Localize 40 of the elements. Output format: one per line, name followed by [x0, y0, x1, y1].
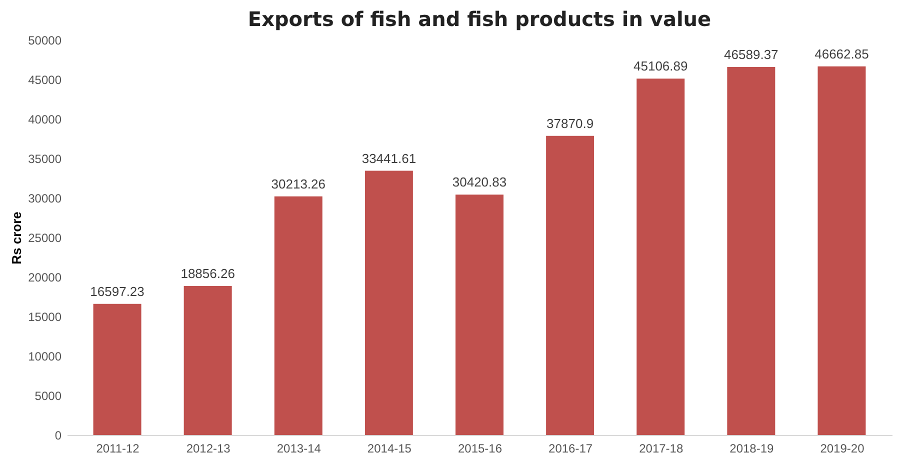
bar	[184, 286, 232, 435]
data-label: 33441.61	[362, 150, 416, 166]
bar	[546, 136, 594, 435]
y-tick-label: 20000	[28, 270, 62, 284]
bar	[636, 78, 685, 435]
data-label: 45106.89	[633, 58, 688, 74]
y-tick-label: 50000	[28, 34, 62, 48]
y-axis-title: Rs crore	[9, 212, 24, 264]
y-tick-label: 15000	[28, 310, 62, 324]
y-tick-label: 25000	[28, 231, 62, 245]
y-tick-label: 10000	[28, 350, 62, 364]
y-tick-label: 0	[54, 428, 62, 442]
y-tick-label: 40000	[28, 112, 62, 126]
data-label: 18856.26	[180, 266, 235, 282]
data-label: 46589.37	[724, 46, 778, 62]
data-label: 46662.85	[814, 46, 869, 62]
data-label: 30213.26	[271, 176, 326, 192]
data-label: 37870.9	[546, 116, 594, 131]
bar	[456, 194, 504, 435]
y-tick-label: 45000	[28, 73, 62, 87]
y-tick-label: 5000	[34, 389, 62, 403]
x-tick-label: 2012-13	[186, 442, 231, 456]
x-tick-label: 2016-17	[548, 442, 593, 456]
y-tick-label: 30000	[28, 192, 62, 206]
bar	[727, 66, 776, 435]
x-tick-label: 2015-16	[458, 442, 502, 456]
bar	[364, 170, 413, 435]
chart-title: Exports of fish and fish products in value	[248, 7, 712, 31]
x-tick-label: 2013-14	[276, 442, 322, 456]
x-tick-label: 2011-12	[96, 442, 140, 456]
x-tick-label: 2014-15	[367, 442, 412, 456]
bar	[818, 66, 866, 435]
data-label: 16597.23	[90, 284, 144, 299]
x-tick-label: 2019-20	[820, 442, 865, 456]
x-tick-label: 2017-18	[639, 442, 684, 456]
bar	[274, 196, 322, 435]
x-tick-label: 2018-19	[730, 442, 774, 456]
y-tick-label: 35000	[28, 152, 62, 166]
bar	[93, 304, 142, 435]
data-label: 30420.83	[452, 174, 507, 190]
